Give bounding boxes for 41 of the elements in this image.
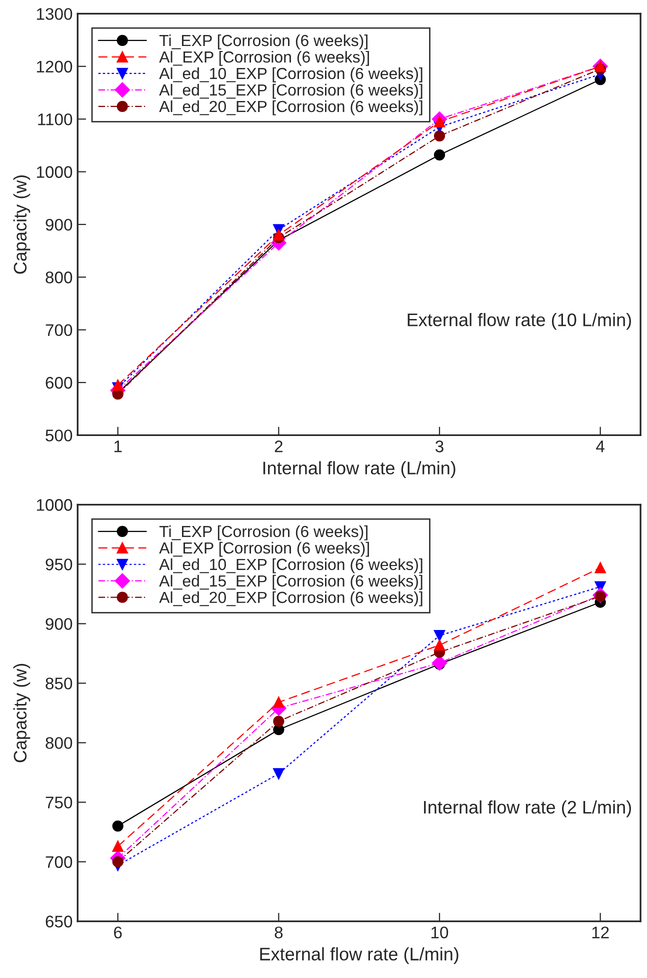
- y-tick-label: 650: [46, 916, 72, 928]
- y-axis-title: Capacity (w): [13, 664, 30, 762]
- legend-label: Al_ed_15_EXP [Corrosion (6 weeks)]: [159, 84, 422, 99]
- y-tick-label: 850: [46, 678, 72, 690]
- x-tick-label: 6: [114, 926, 122, 938]
- y-tick-label: 1200: [36, 60, 72, 73]
- annotation: Internal flow rate (2 L/min): [424, 800, 631, 818]
- y-tick-label: 950: [46, 558, 72, 570]
- x-tick-label: 1: [114, 440, 122, 452]
- x-tick-label: 3: [436, 440, 444, 452]
- x-tick-label: 8: [274, 926, 283, 938]
- x-tick-label: 2: [274, 440, 282, 452]
- legend-label: Al_ed_10_EXP [Corrosion (6 weeks)]: [159, 67, 422, 82]
- x-tick-label: 10: [432, 926, 448, 938]
- y-tick-label: 1100: [38, 113, 72, 126]
- legend-label: Ti_EXP [Corrosion (6 weeks)]: [159, 34, 368, 50]
- legend-label: Al_ed_15_EXP [Corrosion (6 weeks)]: [159, 574, 422, 590]
- y-tick-label: 1000: [36, 499, 72, 511]
- y-tick-label: 1000: [36, 166, 72, 178]
- y-tick-label: 800: [46, 737, 72, 749]
- y-axis-title: Capacity (w): [13, 175, 30, 274]
- legend-label: Al_ed_20_EXP [Corrosion (6 weeks)]: [159, 591, 422, 606]
- y-tick-label: 900: [46, 218, 72, 231]
- x-axis-title: External flow rate (L/min): [260, 947, 458, 964]
- y-tick-label: 800: [46, 272, 72, 284]
- legend-label: Ti_EXP [Corrosion (6 weeks)]: [159, 525, 368, 540]
- y-tick-label: 900: [46, 618, 72, 630]
- legend-label: Al_ed_10_EXP [Corrosion (6 weeks)]: [159, 558, 422, 574]
- x-tick-label: 12: [592, 926, 609, 938]
- x-tick-label: 4: [596, 440, 604, 452]
- y-tick-label: 750: [46, 796, 72, 808]
- y-tick-label: 500: [46, 430, 72, 442]
- legend-label: Al_EXP [Corrosion (6 weeks)]: [159, 50, 369, 66]
- y-tick-label: 700: [46, 324, 72, 336]
- annotation: External flow rate (10 L/min): [408, 312, 631, 330]
- y-tick-label: 700: [46, 856, 72, 868]
- legend-label: Al_EXP [Corrosion (6 weeks)]: [159, 542, 369, 557]
- legend-label: Al_ed_20_EXP [Corrosion (6 weeks)]: [159, 100, 422, 116]
- x-axis-title: Internal flow rate (L/min): [263, 461, 456, 478]
- y-tick-label: 600: [46, 376, 72, 389]
- y-tick-label: 1300: [36, 8, 72, 20]
